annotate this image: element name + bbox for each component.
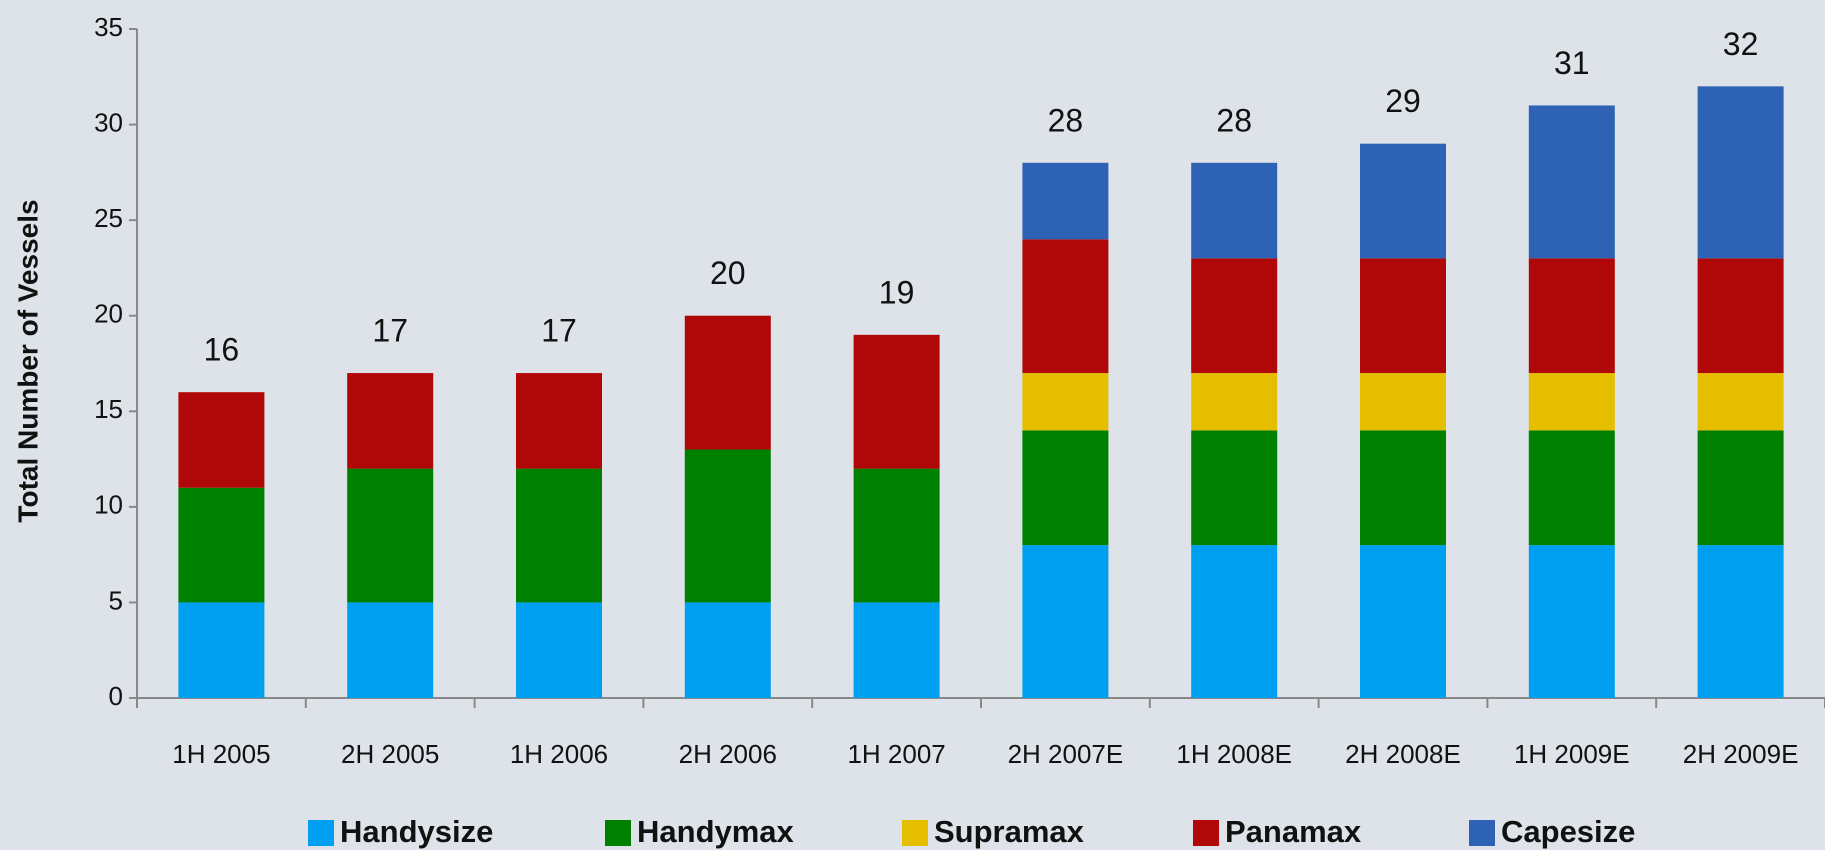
bar-segment <box>1360 373 1446 431</box>
legend-label: Handymax <box>637 814 795 849</box>
bar-segment <box>1022 239 1109 374</box>
bar-segment <box>178 602 265 698</box>
bar-segment <box>516 373 602 469</box>
bar-segment <box>1697 430 1784 546</box>
legend-label: Handysize <box>340 814 493 849</box>
bar-segment <box>1697 545 1784 698</box>
bar-segment <box>1022 373 1109 431</box>
bar-segment <box>853 468 940 603</box>
x-tick-label: 1H 2007 <box>847 739 945 769</box>
bar-segment <box>178 392 265 488</box>
y-tick-label: 10 <box>94 490 123 520</box>
legend-swatch <box>605 820 631 846</box>
legend-swatch <box>902 820 928 846</box>
x-tick-label: 2H 2007E <box>1008 739 1124 769</box>
legend-label: Panamax <box>1225 814 1362 849</box>
bar-segment <box>684 602 771 698</box>
y-tick-label: 5 <box>109 585 123 615</box>
total-label: 17 <box>372 313 408 349</box>
bar-segment <box>1697 258 1784 374</box>
bar-segment <box>1022 545 1109 698</box>
bar-segment <box>1528 373 1615 431</box>
total-label: 17 <box>541 313 577 349</box>
bar-segment <box>1022 162 1109 240</box>
y-axis-label: Total Number of Vessels <box>12 199 43 522</box>
y-tick-label: 25 <box>94 203 123 233</box>
total-label: 28 <box>1048 102 1084 138</box>
bar-segment <box>1697 86 1784 259</box>
bar-segment <box>1191 258 1278 374</box>
x-tick-label: 1H 2005 <box>172 739 270 769</box>
bar-segment <box>516 602 602 698</box>
bar-segment <box>853 334 940 469</box>
bar-segment <box>1191 545 1278 698</box>
bar-segment <box>1360 258 1446 374</box>
y-tick-label: 20 <box>94 299 123 329</box>
bar-segment <box>347 468 434 603</box>
legend-swatch <box>1469 820 1495 846</box>
legend-label: Capesize <box>1501 814 1635 849</box>
y-tick-label: 30 <box>94 107 123 137</box>
bar-segment <box>1528 430 1615 546</box>
bar-segment <box>516 468 602 603</box>
legend-swatch <box>308 820 334 846</box>
x-tick-label: 2H 2005 <box>341 739 439 769</box>
bar-segment <box>1528 258 1615 374</box>
bar-segment <box>347 373 434 469</box>
x-tick-label: 2H 2006 <box>679 739 777 769</box>
x-tick-label: 2H 2009E <box>1683 739 1799 769</box>
bar-segment <box>347 602 434 698</box>
x-tick-label: 2H 2008E <box>1345 739 1461 769</box>
bar-segment <box>1191 162 1278 259</box>
total-label: 28 <box>1216 102 1252 138</box>
bar-segment <box>1528 105 1615 259</box>
y-tick-label: 35 <box>94 12 123 42</box>
bar-segment <box>1697 373 1784 431</box>
x-tick-label: 1H 2006 <box>510 739 608 769</box>
total-label: 31 <box>1554 45 1590 81</box>
bar-segment <box>1191 430 1278 546</box>
x-tick-label: 1H 2009E <box>1514 739 1630 769</box>
bar-segment <box>1360 545 1446 698</box>
bar-segment <box>853 602 940 698</box>
legend-label: Supramax <box>934 814 1085 849</box>
bar-segment <box>1191 373 1278 431</box>
bar-segment <box>1360 143 1446 259</box>
x-tick-label: 1H 2008E <box>1176 739 1292 769</box>
y-tick-label: 0 <box>109 681 123 711</box>
y-tick-label: 15 <box>94 394 123 424</box>
legend-swatch <box>1193 820 1219 846</box>
bar-segment <box>1528 545 1615 698</box>
total-label: 20 <box>710 255 746 291</box>
bar-segment <box>684 315 771 450</box>
bar-segment <box>178 487 265 603</box>
bar-segment <box>1360 430 1446 546</box>
bar-segment <box>1022 430 1109 546</box>
total-label: 32 <box>1723 26 1759 62</box>
total-label: 19 <box>879 274 915 310</box>
total-label: 16 <box>204 332 240 368</box>
bar-segment <box>684 449 771 603</box>
total-label: 29 <box>1385 83 1421 119</box>
